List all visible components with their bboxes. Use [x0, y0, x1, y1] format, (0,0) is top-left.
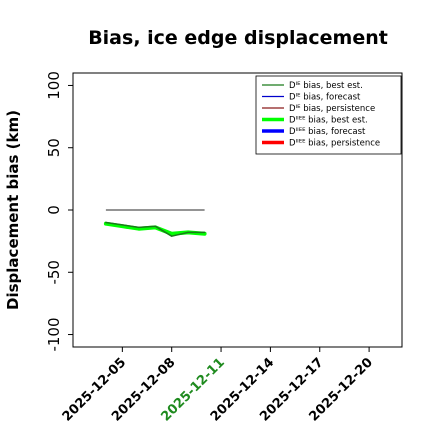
- y-tick-label: 100: [45, 71, 63, 100]
- x-axis: 2025-12-052025-12-082025-12-112025-12-14…: [60, 347, 376, 425]
- legend-entry: Dᴵᴱ bias, forecast: [289, 93, 361, 103]
- chart-title: Bias, ice edge displacement: [88, 27, 388, 49]
- y-axis-label: Displacement bias (km): [4, 110, 22, 310]
- y-tick-label: -50: [45, 260, 63, 285]
- y-axis: 100 50 0 -50 -100: [45, 71, 73, 352]
- series-layer: [103, 221, 207, 237]
- legend-entry: Dᴵᴱ bias, best est.: [289, 81, 363, 91]
- legend-entry: Dᴵᴵᴱᴱ bias, persistence: [289, 139, 380, 149]
- series-line-0: [105, 221, 206, 237]
- y-tick-label: 50: [45, 138, 63, 157]
- y-tick-label: -100: [45, 318, 63, 352]
- legend-entry: Dᴵᴱ bias, persistence: [289, 104, 375, 114]
- y-tick-label: 0: [45, 205, 63, 215]
- legend: Dᴵᴱ bias, best est. Dᴵᴱ bias, forecastDᴵᴱ…: [255, 75, 402, 155]
- legend-entry: Dᴵᴵᴱᴱ bias, best est.: [289, 116, 368, 126]
- legend-entry: Dᴵᴵᴱᴱ bias, forecast: [289, 127, 366, 137]
